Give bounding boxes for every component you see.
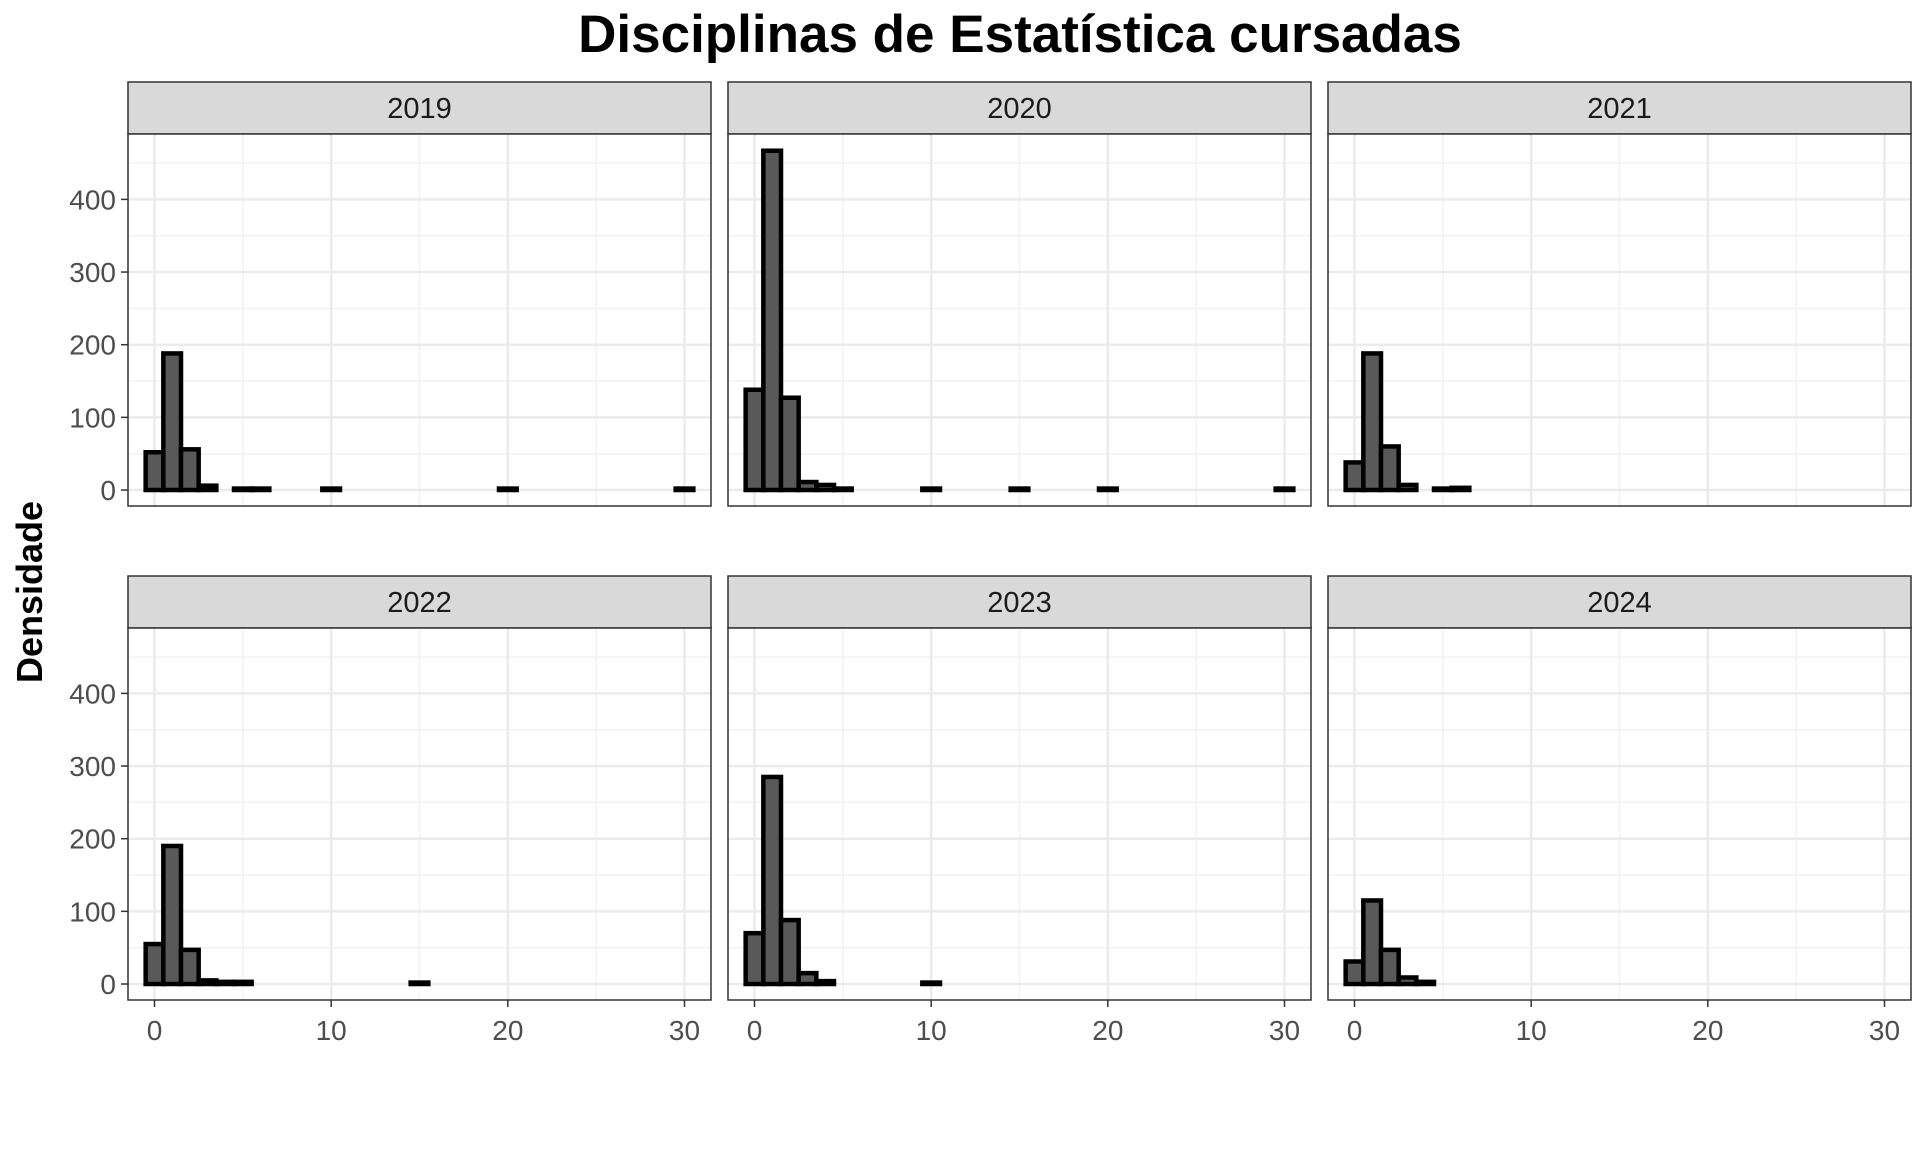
x-tick-label: 10 (1516, 1015, 1547, 1046)
facet-panel-2022: 2022 0 100 200 300 400 0 10 20 30 (69, 575, 712, 1046)
histogram-bar (214, 979, 237, 987)
histogram-bar (831, 486, 854, 493)
facet-strip-label: 2020 (987, 93, 1052, 125)
x-tick-label: 20 (1692, 1015, 1723, 1046)
histogram-bar (161, 351, 184, 493)
x-tick-label: 10 (916, 1015, 947, 1046)
histogram-bar (1378, 947, 1401, 987)
histogram-bar (143, 449, 166, 493)
facet-strip-label: 2022 (387, 587, 452, 619)
histogram-bar (231, 979, 254, 987)
histogram-bar (178, 947, 201, 987)
facet-strip (1327, 575, 1912, 629)
x-tick-label: 30 (1869, 1015, 1900, 1046)
histogram-bar (1378, 444, 1401, 493)
facet-panel-2020: 2020 (727, 81, 1312, 507)
histogram-bar (1361, 351, 1384, 493)
histogram-bar (1273, 486, 1296, 493)
y-tick-label: 0 (100, 969, 116, 1000)
facet-strip-label: 2019 (387, 93, 452, 125)
panel-border (727, 133, 1312, 507)
histogram-bar (761, 774, 784, 987)
histogram-bar (196, 483, 219, 493)
histogram-bar (1008, 486, 1031, 493)
histogram-bar (796, 970, 819, 987)
x-tick-label: 0 (1347, 1015, 1363, 1046)
facet-strip (727, 575, 1312, 629)
x-tick-label: 10 (316, 1015, 347, 1046)
histogram-bar (320, 486, 343, 493)
histogram-bar (143, 941, 166, 987)
histogram-bar (673, 486, 696, 493)
histogram-bar (743, 930, 766, 987)
y-tick-label: 100 (69, 896, 116, 927)
x-tick-label: 30 (669, 1015, 700, 1046)
histogram-bar (778, 917, 801, 987)
histogram-bar (249, 486, 272, 493)
facet-strip (727, 81, 1312, 135)
y-tick-label: 200 (69, 824, 116, 855)
histogram-bar (796, 479, 819, 493)
x-tick-label: 20 (1092, 1015, 1123, 1046)
facet-strip (1327, 81, 1912, 135)
histogram-bar (778, 395, 801, 493)
histogram-bar (743, 387, 766, 493)
panel-border (127, 627, 712, 1001)
x-tick-label: 30 (1269, 1015, 1300, 1046)
facet-panel-2023: 2023 0 10 20 30 (727, 575, 1312, 1046)
histogram-bar (496, 486, 519, 493)
x-tick-label: 0 (147, 1015, 163, 1046)
histogram-bar (1449, 485, 1472, 493)
y-tick-label: 300 (69, 751, 116, 782)
y-tick-label: 200 (69, 330, 116, 361)
histogram-bar (1343, 460, 1366, 493)
y-tick-label: 400 (69, 678, 116, 709)
chart-title: Disciplinas de Estatística cursadas (578, 5, 1462, 64)
histogram-bar (231, 486, 254, 493)
y-tick-label: 100 (69, 402, 116, 433)
facet-strip-label: 2021 (1587, 93, 1652, 125)
facet-strip-label: 2023 (987, 587, 1052, 619)
facet-strip (127, 81, 712, 135)
histogram-bar (1361, 898, 1384, 987)
histogram-bar (1396, 975, 1419, 987)
facet-panel-2024: 2024 0 10 20 30 (1327, 575, 1912, 1046)
histogram-bar (814, 978, 837, 987)
histogram-bar (178, 447, 201, 493)
y-tick-label: 300 (69, 257, 116, 288)
histogram-bar (1096, 486, 1119, 493)
panel-border (727, 627, 1312, 1001)
y-tick-label: 0 (100, 475, 116, 506)
histogram-bar (408, 980, 431, 987)
y-axis-label: Densidade (9, 501, 50, 683)
histogram-bar (161, 843, 184, 987)
x-tick-label: 20 (492, 1015, 523, 1046)
histogram-bar (1343, 959, 1366, 987)
histogram-bar (196, 978, 219, 987)
y-tick-label: 400 (69, 184, 116, 215)
facet-strip (127, 575, 712, 629)
x-tick-label: 0 (747, 1015, 763, 1046)
histogram-bar (1396, 482, 1419, 493)
panel-border (127, 133, 712, 507)
histogram-bar (1414, 979, 1437, 987)
histogram-bar (920, 980, 943, 987)
panel-border (1327, 133, 1912, 507)
histogram-bar (1431, 486, 1454, 493)
facet-panel-2019: 2019 0 100 200 300 400 (69, 81, 712, 507)
histogram-bar (814, 482, 837, 493)
facet-strip-label: 2024 (1587, 587, 1652, 619)
panel-border (1327, 627, 1912, 1001)
facet-panel-2021: 2021 (1327, 81, 1912, 507)
histogram-bar (920, 486, 943, 493)
histogram-bar (761, 148, 784, 493)
